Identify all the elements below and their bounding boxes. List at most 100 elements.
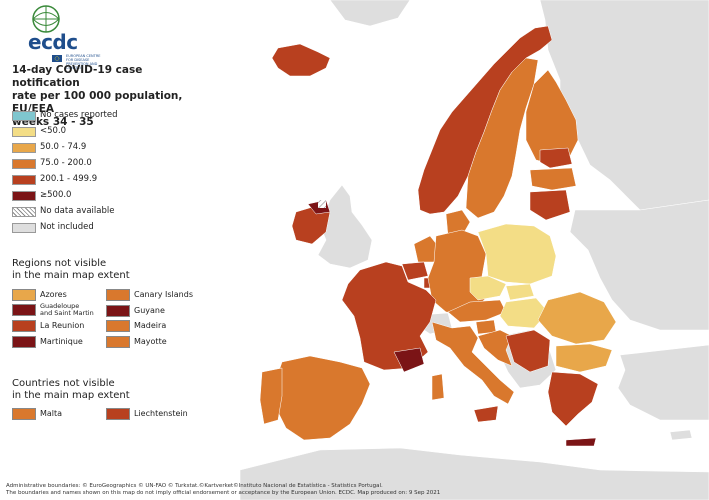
legend-swatch	[12, 143, 36, 153]
countries-title-line-2: in the main map extent	[12, 390, 130, 401]
legend-item: ≥500.0	[12, 190, 192, 202]
region-swatch	[106, 289, 130, 301]
serbia-region	[505, 329, 551, 373]
croatia	[477, 329, 513, 367]
legend-label: No data available	[40, 206, 115, 216]
cyprus-area	[669, 429, 693, 441]
region-item-madeira: Madeira	[106, 320, 226, 334]
estonia	[539, 147, 573, 169]
uk-area	[317, 184, 373, 269]
region-swatch	[12, 320, 36, 332]
region-label: Martinique	[40, 337, 83, 346]
region-item-canary-islands: Canary Islands	[106, 289, 226, 303]
logo-wordmark: ecdc	[28, 30, 78, 54]
legend-item: <50.0	[12, 126, 192, 138]
legend-item: 200.1 - 499.9	[12, 174, 192, 186]
countries-title-line-1: Countries not visible	[12, 378, 115, 389]
footer-line-2: The boundaries and names shown on this m…	[6, 490, 441, 496]
country-swatch	[12, 408, 36, 420]
footer-line-1: Administrative boundaries: © EuroGeograp…	[6, 483, 383, 489]
turkey-area	[617, 344, 709, 421]
country-item-liechtenstein: Liechtenstein	[106, 408, 226, 422]
region-label-line-1: Guadeloupe	[40, 302, 80, 310]
legend-label: ≥500.0	[40, 190, 72, 200]
legend-item: Not included	[12, 222, 192, 234]
legend-swatch	[12, 127, 36, 137]
region-label: Guyane	[134, 306, 165, 315]
ecdc-logo: ecdc EUROPEAN CENTRE FOR DISEASE PREVENT…	[10, 4, 110, 70]
greece	[547, 371, 599, 427]
legend-swatch	[12, 111, 36, 121]
legend-label: Not included	[40, 222, 94, 232]
region-label: Guadeloupe and Saint Martin	[40, 303, 94, 317]
region-item-guyane: Guyane	[106, 305, 226, 319]
region-label: Canary Islands	[134, 290, 193, 299]
region-swatch	[106, 305, 130, 317]
slovakia	[505, 283, 535, 301]
finland	[525, 69, 579, 165]
belgium	[401, 261, 429, 281]
region-item-la-reunion: La Reunion	[12, 320, 132, 334]
legend-swatch	[12, 223, 36, 233]
denmark	[445, 209, 471, 237]
poland	[477, 223, 557, 285]
france-south	[393, 347, 425, 373]
sardinia	[431, 373, 445, 401]
legend-label: 200.1 - 499.9	[40, 174, 98, 184]
region-item-guadeloupe: Guadeloupe and Saint Martin	[12, 303, 132, 318]
country-label: Liechtenstein	[134, 409, 188, 418]
region-swatch	[106, 320, 130, 332]
no-data-patch	[318, 200, 326, 208]
legend-item: No data available	[12, 206, 192, 218]
region-item-mayotte: Mayotte	[106, 336, 226, 350]
regions-title-line-1: Regions not visible	[12, 258, 107, 269]
spain	[273, 355, 371, 441]
eu-flag-icon	[52, 55, 62, 62]
globe-icon	[32, 5, 60, 33]
region-label: Mayotte	[134, 337, 167, 346]
region-swatch	[12, 289, 36, 301]
not-included-areas	[239, 0, 709, 500]
country-swatch	[106, 408, 130, 420]
region-item-martinique: Martinique	[12, 336, 132, 350]
hungary	[499, 297, 549, 329]
legend-item: 75.0 - 200.0	[12, 158, 192, 170]
legend-swatch	[12, 159, 36, 169]
romania	[537, 291, 617, 345]
belarus-ukraine-area	[569, 199, 709, 331]
eu-eea-regions	[259, 25, 617, 447]
legend-swatch	[12, 175, 36, 185]
sweden	[465, 57, 539, 219]
portugal	[259, 367, 283, 425]
latvia	[529, 167, 577, 191]
bulgaria	[555, 343, 613, 373]
title-line-1: 14-day COVID-19 case notification	[12, 64, 143, 89]
crete	[565, 437, 597, 447]
iceland	[271, 43, 331, 77]
logo-subtitle: EUROPEAN CENTRE FOR DISEASE PREVENTION A…	[66, 54, 101, 70]
legend-label: No cases reported	[40, 110, 118, 120]
legend-label: 50.0 - 74.9	[40, 142, 87, 152]
legend-label: 75.0 - 200.0	[40, 158, 92, 168]
north-africa-area	[239, 447, 709, 500]
lithuania	[529, 189, 571, 221]
russia-north-area	[539, 0, 709, 211]
country-label: Malta	[40, 409, 63, 418]
legend-label: <50.0	[40, 126, 67, 136]
region-swatch	[12, 336, 36, 348]
regions-section-title: Regions not visible in the main map exte…	[12, 258, 130, 282]
legend-item: No cases reported	[12, 110, 192, 122]
czechia	[469, 275, 507, 301]
greenland-area	[329, 0, 411, 27]
regions-title-line-2: in the main map extent	[12, 270, 130, 281]
region-label: La Reunion	[40, 321, 85, 330]
legend-swatch-hatched	[12, 207, 36, 217]
france	[341, 261, 437, 371]
region-swatch	[12, 304, 36, 316]
legend-item: 50.0 - 74.9	[12, 142, 192, 154]
region-label: Azores	[40, 290, 67, 299]
region-item-azores: Azores	[12, 289, 132, 303]
region-label: Madeira	[134, 321, 167, 330]
